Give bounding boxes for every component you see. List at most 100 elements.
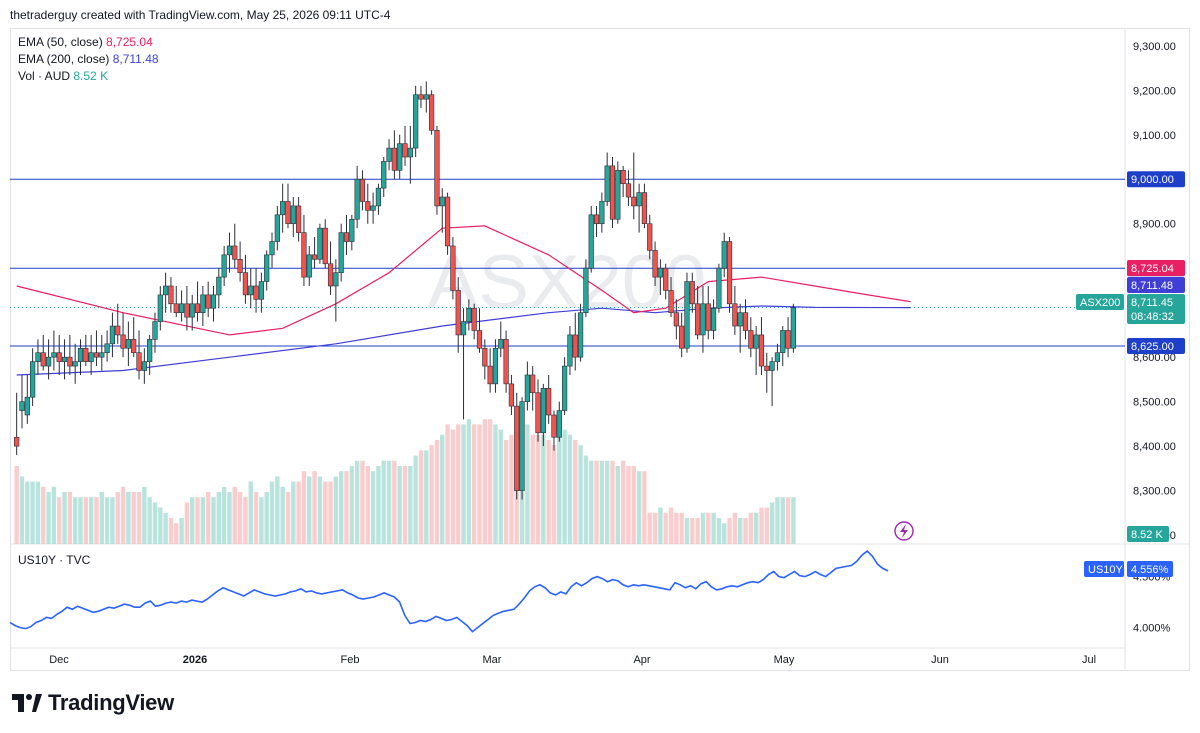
candle (205, 281, 211, 318)
volume-bar (312, 471, 317, 544)
badge-symbol-bg (1076, 294, 1124, 310)
candle-body (652, 250, 658, 278)
volume-bar (498, 429, 503, 544)
candle-body (498, 339, 504, 349)
candle (152, 312, 158, 353)
volume-bar (785, 497, 791, 544)
candle-body (450, 245, 456, 291)
candle (136, 330, 142, 380)
candle (311, 237, 318, 269)
candle-body (248, 285, 254, 296)
legend-ema50[interactable]: EMA (50, close) 8,725.04 (18, 34, 159, 51)
candle-body (125, 339, 131, 349)
volume-bar (168, 518, 174, 544)
volume-bar (626, 466, 631, 544)
volume-bar (14, 466, 19, 544)
price-tick-label: 8,900.00 (1133, 219, 1176, 231)
candle-body (35, 352, 41, 362)
candles (14, 81, 796, 500)
candle-body (359, 178, 366, 202)
candle-body (306, 254, 312, 278)
candle (423, 81, 429, 113)
candle-body (657, 267, 663, 278)
candle-body (769, 361, 775, 371)
candle (375, 183, 382, 215)
candle-body (476, 330, 483, 349)
candle-body (72, 361, 78, 367)
candle-body (492, 347, 499, 385)
candle (168, 277, 174, 313)
candle (758, 317, 765, 375)
price-tick-label: 8,500.00 (1133, 397, 1176, 409)
legend-volume[interactable]: Vol · AUD 8.52 K (18, 68, 159, 85)
volume-bar (589, 460, 594, 544)
badge-last-price-bg (1127, 294, 1185, 324)
volume-bar (509, 434, 514, 544)
candle-body (322, 227, 328, 265)
candle (726, 237, 733, 313)
candle-body (296, 205, 302, 233)
candle (194, 281, 201, 322)
candle (88, 334, 94, 375)
legend-ema50-label: EMA (50, close) (18, 35, 103, 49)
volume-bar (51, 486, 57, 544)
candle-body (226, 245, 233, 256)
chart-frame[interactable] (10, 28, 1190, 671)
price-axis[interactable]: 9,300.00 9,200.00 9,100.00 9,000.00 8,900.00… (1133, 41, 1176, 635)
volume-bar (471, 424, 477, 544)
volume-bar (275, 476, 280, 544)
volume-bar (578, 445, 583, 544)
volume-bar (716, 518, 722, 544)
volume-bar (424, 450, 429, 544)
badge-volume-bg (1127, 526, 1169, 542)
volume-bar (562, 429, 567, 544)
volume-bar (30, 481, 35, 544)
candle-body (721, 241, 727, 269)
volume-bar (594, 460, 599, 544)
lightning-icon[interactable] (894, 521, 914, 541)
candle (673, 299, 679, 340)
volume-bar (599, 460, 605, 544)
candle-body (710, 307, 717, 331)
tradingview-logo[interactable]: TradingView (12, 690, 174, 716)
price-tick-label: 8,400.00 (1133, 441, 1176, 453)
volume-bar (264, 492, 269, 544)
volume-bar (466, 419, 472, 544)
candle (710, 299, 717, 340)
volume-bar (503, 440, 509, 544)
candle (620, 165, 626, 198)
candle-body (258, 281, 264, 300)
volume-bar (104, 497, 110, 544)
volume-bar (418, 450, 424, 544)
candle (67, 334, 73, 375)
volume-bar (296, 481, 301, 544)
us10y-legend[interactable]: US10Y · TVC (18, 552, 90, 569)
candle-body (402, 143, 408, 158)
candle-body (503, 339, 509, 385)
volume-bar (253, 492, 259, 544)
candle-body (109, 325, 116, 345)
candle (301, 214, 307, 286)
volume-bar (99, 492, 104, 544)
candle (157, 286, 163, 331)
indicator-legend: EMA (50, close) 8,725.04 EMA (200, close… (18, 34, 159, 85)
candle-body (152, 321, 158, 340)
candle (343, 214, 350, 255)
volume-bar (136, 492, 142, 544)
candle (125, 321, 131, 367)
candle-body (200, 294, 206, 313)
us10y-tick-label: 4.000% (1133, 623, 1171, 635)
candle-body (333, 272, 339, 287)
candle-body (24, 396, 30, 416)
candle-body (269, 241, 275, 256)
candle-body (631, 196, 637, 207)
legend-ema200[interactable]: EMA (200, close) 8,711.48 (18, 51, 159, 68)
candle (742, 299, 749, 340)
candle-body (99, 352, 105, 358)
volume-bar (126, 492, 131, 544)
candle-body (546, 388, 552, 416)
volume-bar (722, 523, 727, 544)
volume-bar (482, 419, 488, 544)
time-axis[interactable]: Dec 2026 Feb Mar Apr May Jun Jul (49, 654, 1096, 666)
